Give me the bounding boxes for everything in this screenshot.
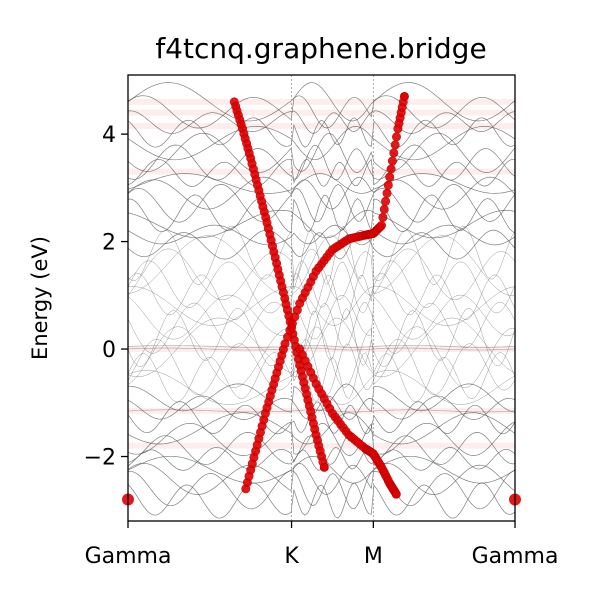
- band-line-14: [128, 229, 515, 260]
- band-line-29: [128, 383, 515, 413]
- projected-point: [376, 221, 386, 231]
- projected-points: [122, 91, 521, 506]
- y-axis-label: Energy (eV): [28, 236, 52, 360]
- band-line-25: [128, 326, 515, 388]
- projected-point: [379, 204, 389, 214]
- x-tick-label: Gamma: [85, 544, 172, 569]
- band-line-2: [128, 110, 515, 134]
- band-line-20: [128, 286, 515, 326]
- band-line-3: [128, 117, 515, 148]
- band-line-22: [128, 301, 515, 354]
- weight-streak-5: [128, 407, 515, 414]
- projected-point: [319, 462, 329, 472]
- x-tick-label: Gamma: [472, 544, 559, 569]
- y-tick-label: −2: [84, 446, 116, 471]
- projected-point: [381, 196, 391, 206]
- band-line-33: [128, 421, 515, 456]
- projected-point: [389, 148, 399, 158]
- x-tick-label: M: [364, 544, 383, 569]
- y-tick-label: 0: [102, 338, 116, 363]
- projected-point: [382, 188, 392, 198]
- band-line-5: [128, 132, 515, 173]
- band-line-12: [128, 209, 515, 239]
- projected-point: [383, 180, 393, 190]
- band-line-4: [128, 125, 515, 161]
- y-axis: −2 0 2 4: [84, 123, 128, 471]
- band-line-24: [128, 317, 515, 378]
- plot-area: [122, 74, 521, 522]
- band-line-7: [128, 158, 515, 187]
- projected-point: [391, 489, 401, 499]
- weight-streak-0: [128, 98, 515, 105]
- band-line-8: [128, 173, 515, 194]
- band-line-10: [128, 183, 515, 223]
- band-line-15: [128, 225, 515, 286]
- chart-title: f4tcnq.graphene.bridge: [155, 32, 486, 65]
- band-line-19: [128, 272, 515, 321]
- band-line-0: [128, 82, 515, 122]
- projected-point: [385, 172, 395, 182]
- band-line-16: [128, 235, 515, 296]
- projected-point: [399, 91, 409, 101]
- band-line-1: [128, 95, 515, 129]
- projected-point: [378, 212, 388, 222]
- projected-point: [391, 132, 401, 142]
- band-line-39: [128, 482, 515, 519]
- projected-point: [390, 140, 400, 150]
- projected-point: [386, 164, 396, 174]
- band-line-17: [128, 248, 515, 301]
- band-line-11: [128, 194, 515, 234]
- weight-streak-3: [128, 168, 515, 175]
- band-line-41: [128, 345, 515, 348]
- y-tick-label: 4: [102, 123, 116, 148]
- band-line-13: [128, 224, 515, 246]
- band-line-18: [128, 260, 515, 314]
- band-line-31: [128, 401, 515, 435]
- weight-streak-4: [128, 346, 515, 353]
- band-line-9: [128, 176, 515, 210]
- x-tick-label: K: [284, 544, 299, 569]
- band-line-42: [128, 409, 515, 413]
- band-line-40: [128, 347, 515, 351]
- y-tick-label: 2: [102, 231, 116, 256]
- projected-point: [387, 156, 397, 166]
- band-line-32: [128, 412, 515, 445]
- weight-streak-1: [128, 109, 515, 116]
- plot-frame: [127, 74, 516, 522]
- x-axis: Gamma K M Gamma: [85, 521, 559, 569]
